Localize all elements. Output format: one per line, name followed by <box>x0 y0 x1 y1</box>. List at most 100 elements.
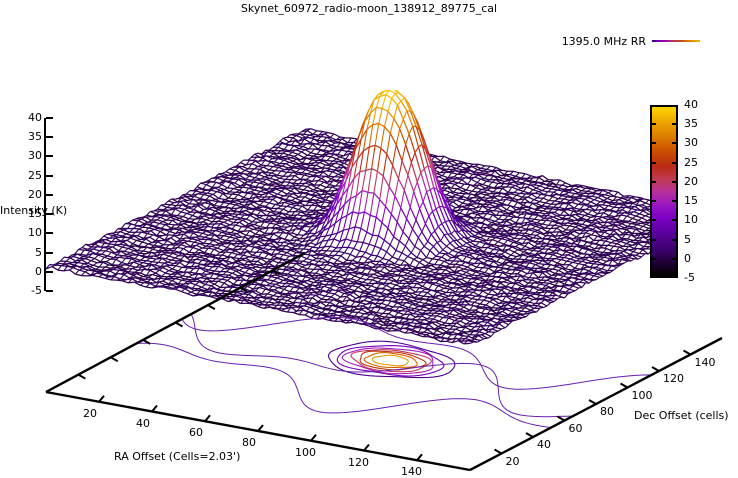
dec-axis-tick <box>557 415 565 422</box>
colorbar-tick <box>650 238 656 241</box>
colorbar <box>650 105 678 278</box>
colorbar-tick-label: 10 <box>684 213 698 227</box>
contour-ring <box>341 347 434 375</box>
dec-axis-tick-label: 40 <box>537 438 551 451</box>
plot-legend: 1395.0 MHz RR <box>520 33 700 49</box>
legend-label: 1395.0 MHz RR <box>561 34 646 48</box>
dec-axis-left-tick <box>110 356 119 363</box>
dec-axis-tick-label: 120 <box>663 372 684 385</box>
colorbar-tick-label: 0 <box>684 251 691 265</box>
dec-axis-left-tick <box>272 269 281 276</box>
intensity-axis-line <box>44 118 46 291</box>
dec-axis-tick-label: 20 <box>505 454 520 468</box>
dec-axis-title: Dec Offset (cells) <box>634 409 729 422</box>
colorbar-tick-label: 20 <box>684 174 698 188</box>
ra-axis-tick-label: 20 <box>83 406 97 420</box>
noise-contour <box>181 317 652 390</box>
colorbar-tick <box>672 161 678 164</box>
contour-ring <box>350 349 432 373</box>
intensity-axis-tick-label: 0 <box>35 264 42 278</box>
intensity-axis-tick-label: 40 <box>28 111 42 124</box>
intensity-axis-tick <box>46 290 53 292</box>
intensity-axis-tick-label: 5 <box>35 245 42 259</box>
intensity-axis-tick-label: -5 <box>31 284 42 297</box>
intensity-axis-tick <box>46 174 53 177</box>
ra-axis-tick-label: 100 <box>295 445 316 459</box>
dec-axis-tick <box>620 382 628 389</box>
dec-axis-left-tick <box>239 286 248 293</box>
noise-contour <box>136 342 552 429</box>
colorbar-tick-label: 15 <box>684 194 698 208</box>
intensity-axis-tick <box>46 117 53 119</box>
ra-axis-tick <box>257 424 264 432</box>
dec-axis-tick <box>588 399 597 405</box>
dec-axis-tick <box>651 366 660 372</box>
dec-axis-tick <box>683 349 691 356</box>
ra-axis-title: RA Offset (Cells=2.03') <box>114 450 241 463</box>
dec-axis-tick-label: 100 <box>631 388 653 402</box>
intensity-axis-tick <box>46 251 53 254</box>
colorbar-tick-label: 5 <box>684 232 691 246</box>
plot-title: Skynet_60972_radio-moon_138912_89775_cal <box>240 2 498 15</box>
ra-axis-tick-label: 60 <box>189 426 203 440</box>
contour-ring <box>371 354 409 367</box>
noise-contour <box>190 313 573 418</box>
dec-axis-tick-label: 80 <box>600 405 614 418</box>
colorbar-tick <box>650 257 656 260</box>
ra-axis-tick-label: 40 <box>136 416 150 430</box>
colorbar-tick <box>672 142 678 145</box>
colorbar-tick-label: 40 <box>684 98 698 111</box>
intensity-axis-tick <box>46 232 53 235</box>
colorbar-tick <box>650 180 656 183</box>
intensity-axis-tick <box>46 136 53 139</box>
dec-axis-tick-label: 140 <box>694 355 716 369</box>
intensity-axis-tick <box>46 193 53 196</box>
contour-ring <box>328 340 456 379</box>
intensity-axis-tick <box>46 155 53 158</box>
colorbar-tick-label: -5 <box>684 271 695 284</box>
colorbar-tick <box>650 161 656 164</box>
contour-ring <box>336 345 445 377</box>
colorbar-tick <box>672 219 678 222</box>
intensity-axis-tick-label: 30 <box>28 149 42 163</box>
dec-axis-left-tick <box>175 321 183 328</box>
intensity-axis-tick-label: 25 <box>28 168 42 182</box>
ra-axis-tick <box>310 434 317 442</box>
colorbar-tick <box>672 238 678 241</box>
ra-axis-tick-label: 140 <box>401 465 422 478</box>
dec-axis-tick-label: 60 <box>568 421 583 435</box>
colorbar-tick <box>672 200 678 203</box>
colorbar-tick <box>650 200 656 203</box>
colorbar-tick <box>650 123 656 126</box>
ra-axis-tick-label: 120 <box>348 455 369 469</box>
intensity-axis-tick <box>46 213 53 216</box>
intensity-axis-tick-label: 20 <box>28 187 42 201</box>
legend-line-swatch <box>652 40 700 42</box>
ra-axis-tick <box>204 414 211 422</box>
colorbar-tick-label: 30 <box>684 136 698 150</box>
colorbar-tick <box>650 142 656 145</box>
ra-axis-tick <box>151 404 158 413</box>
colorbar-tick-label: 25 <box>684 155 698 169</box>
intensity-axis-tick-label: 15 <box>28 207 42 221</box>
colorbar-tick <box>672 257 678 260</box>
ra-axis-tick <box>363 443 370 452</box>
intensity-axis-tick-label: 10 <box>28 226 42 240</box>
dec-axis-tick <box>525 432 534 438</box>
colorbar-tick <box>672 123 678 126</box>
ra-axis-tick-label: 80 <box>242 436 256 449</box>
intensity-axis-tick-label: 35 <box>28 130 42 144</box>
dec-axis-left-tick <box>142 339 151 345</box>
colorbar-tick <box>650 219 656 222</box>
dec-axis-left-tick <box>77 373 86 380</box>
dec-axis-left-tick <box>207 304 216 310</box>
colorbar-tick <box>672 180 678 183</box>
intensity-axis-tick <box>46 270 53 273</box>
ra-axis-tick <box>416 453 423 461</box>
contour-ring <box>363 352 418 368</box>
ra-axis-tick <box>98 395 105 403</box>
